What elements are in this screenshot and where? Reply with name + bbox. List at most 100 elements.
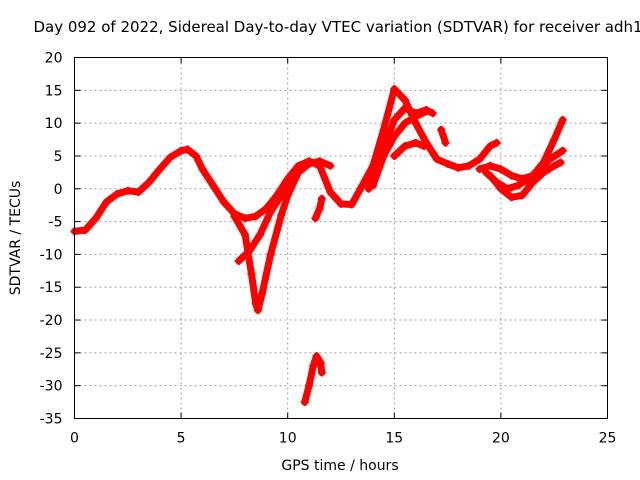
data-point	[219, 197, 228, 206]
x-axis-label: GPS time / hours	[281, 458, 398, 474]
data-point	[379, 151, 388, 160]
data-point	[81, 226, 90, 235]
data-point	[294, 168, 303, 177]
data-point	[379, 125, 388, 134]
data-point	[145, 178, 154, 187]
data-point	[316, 358, 325, 367]
data-point	[177, 146, 186, 155]
data-point	[390, 151, 399, 160]
data-point	[245, 247, 254, 256]
data-point	[309, 361, 318, 370]
data-point	[315, 157, 324, 166]
y-tick-label: 20	[45, 51, 63, 67]
data-point	[91, 214, 100, 223]
x-tick-label: 0	[70, 431, 79, 447]
data-point	[317, 194, 326, 203]
data-point	[400, 119, 409, 128]
series-group	[70, 85, 567, 407]
data-point	[317, 368, 326, 377]
data-point	[496, 184, 505, 193]
data-point	[247, 270, 256, 279]
data-point	[545, 155, 554, 164]
y-tick-label: -5	[49, 215, 63, 231]
y-tick-label: 10	[45, 116, 63, 132]
data-point	[507, 171, 516, 180]
series-line	[235, 175, 298, 265]
data-point	[305, 381, 314, 390]
data-point	[528, 178, 537, 187]
data-point	[209, 181, 218, 190]
series-track-12	[300, 352, 326, 407]
chart-title: Day 092 of 2022, Sidereal Day-to-day VTE…	[33, 18, 640, 36]
data-point	[253, 306, 262, 315]
data-point	[230, 212, 239, 221]
data-point	[192, 151, 201, 160]
data-point	[441, 138, 450, 147]
data-point	[390, 115, 399, 124]
data-point	[155, 165, 164, 174]
data-point	[166, 153, 175, 162]
data-point	[400, 96, 409, 105]
data-point	[234, 256, 243, 265]
data-point	[311, 214, 320, 223]
data-point	[507, 193, 516, 202]
data-point	[556, 158, 565, 167]
data-point	[550, 161, 559, 170]
data-point	[411, 138, 420, 147]
data-point	[524, 174, 533, 183]
data-point	[475, 155, 484, 164]
data-point	[258, 289, 267, 298]
y-axis-label: SDTVAR / TECUs	[8, 181, 24, 296]
y-tick-label: -10	[40, 247, 63, 263]
data-point	[305, 159, 314, 168]
data-point	[326, 188, 335, 197]
y-tick-label: -30	[40, 379, 63, 395]
data-point	[390, 132, 399, 141]
series-track-6	[390, 138, 429, 160]
data-point	[558, 115, 567, 124]
data-point	[513, 181, 522, 190]
y-tick-label: 5	[54, 149, 63, 165]
x-tick-label: 20	[492, 431, 510, 447]
data-point	[443, 159, 452, 168]
data-point	[454, 163, 463, 172]
data-point	[428, 109, 437, 118]
x-tick-label: 5	[177, 431, 186, 447]
data-point	[486, 171, 495, 180]
data-point	[251, 212, 260, 221]
series-track-10	[486, 158, 565, 202]
series-line	[390, 139, 428, 160]
series-track-5	[368, 107, 431, 190]
y-tick-label: -25	[40, 346, 63, 362]
series-track-3	[234, 174, 299, 265]
data-point	[277, 211, 286, 220]
data-point	[422, 107, 431, 116]
data-point	[123, 186, 132, 195]
data-point	[134, 188, 143, 197]
data-point	[337, 199, 345, 208]
series-track-11	[311, 194, 326, 223]
y-tick-label: -15	[40, 280, 63, 296]
data-point	[241, 230, 250, 239]
data-point	[550, 135, 559, 144]
y-tick-label: -35	[40, 412, 63, 428]
data-point	[420, 142, 429, 151]
data-point	[290, 174, 299, 183]
x-tick-label: 15	[385, 431, 403, 447]
data-point	[432, 155, 441, 164]
data-point	[539, 168, 548, 177]
y-tick-label: -20	[40, 313, 63, 329]
data-point	[400, 104, 409, 113]
data-point	[255, 230, 264, 239]
data-point	[183, 145, 192, 154]
data-point	[411, 112, 420, 121]
x-tick-label: 10	[279, 431, 297, 447]
data-point	[279, 188, 288, 197]
data-point	[437, 125, 446, 134]
data-point	[400, 142, 409, 151]
data-point	[390, 85, 399, 94]
data-point	[481, 168, 490, 177]
data-point	[364, 184, 373, 193]
series-line	[486, 159, 565, 201]
